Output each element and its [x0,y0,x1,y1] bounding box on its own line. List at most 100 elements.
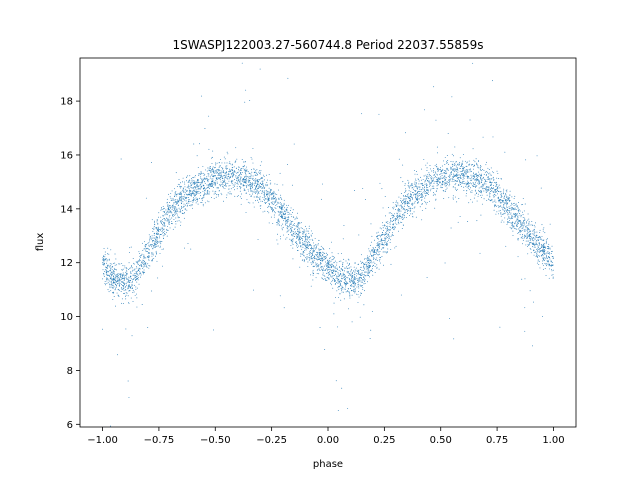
data-point [281,216,283,217]
data-point [162,219,163,221]
data-point [325,256,326,258]
data-point [108,291,110,293]
data-point [143,256,145,258]
data-point [488,189,490,191]
data-point [261,180,263,182]
data-point [510,207,512,208]
data-point [372,257,374,259]
data-point [495,194,497,196]
data-point [363,279,365,281]
data-point [160,220,162,222]
data-point [406,217,407,219]
data-point [329,258,331,259]
data-point [521,225,523,227]
data-point [242,180,243,182]
data-point [397,214,399,216]
data-point [142,261,144,263]
data-point [511,203,513,205]
data-point [503,197,505,199]
data-point [103,259,105,261]
data-point [490,184,492,185]
data-point [525,225,527,227]
data-point [527,219,529,221]
data-point [163,208,165,210]
data-point [492,177,494,179]
data-point [411,184,413,186]
data-point [536,249,538,251]
data-point [151,162,153,163]
data-point [341,280,343,282]
data-point [371,249,373,251]
data-point [543,246,545,248]
data-point [244,185,246,187]
data-point [385,215,386,217]
data-point [400,221,402,223]
data-point [545,241,547,243]
data-point [122,268,124,270]
data-point [189,175,191,177]
data-point [426,177,428,179]
data-point [312,257,314,259]
data-point [156,242,158,244]
data-point [140,264,142,266]
data-point [214,167,215,169]
data-point [528,229,530,231]
data-point [444,185,446,187]
data-point [118,275,119,276]
data-point [431,185,433,187]
data-point [393,229,395,231]
data-point [425,183,427,185]
data-point [321,259,323,261]
data-point [375,252,377,254]
data-point [278,223,280,225]
data-point [420,195,422,197]
data-point [106,272,108,274]
data-point [103,276,105,277]
data-point [460,184,462,185]
data-point [342,273,344,275]
data-point [110,283,112,285]
data-point [309,257,311,258]
data-point [195,197,197,199]
data-point [518,232,519,233]
data-point [506,196,507,198]
data-point [288,217,290,219]
data-point [281,229,283,231]
data-point [190,191,192,193]
data-point [330,282,332,284]
data-point [278,221,280,223]
data-point [179,196,181,198]
data-point [211,157,212,159]
data-point [453,171,455,173]
data-point [535,243,536,245]
data-point [246,177,247,179]
data-point [113,277,115,279]
data-point [523,237,525,239]
data-point [350,273,352,275]
data-point [446,168,448,170]
data-point [525,221,527,223]
data-point [408,190,410,192]
data-point [292,233,294,235]
data-point [201,198,203,200]
data-point [251,177,253,179]
data-point [278,220,280,222]
data-point [153,233,155,235]
data-point [292,209,294,211]
data-point [325,280,327,282]
data-point [530,233,532,235]
data-point [518,230,520,231]
data-point [541,245,543,247]
data-point [452,176,454,178]
data-point [178,193,180,195]
data-point [184,212,185,213]
data-point [319,258,320,260]
data-point [407,179,409,181]
data-point [331,265,333,267]
data-point [136,306,138,308]
data-point [512,227,514,229]
data-point [466,177,468,179]
data-point [214,166,216,168]
data-point [272,209,273,211]
data-point [497,187,498,189]
